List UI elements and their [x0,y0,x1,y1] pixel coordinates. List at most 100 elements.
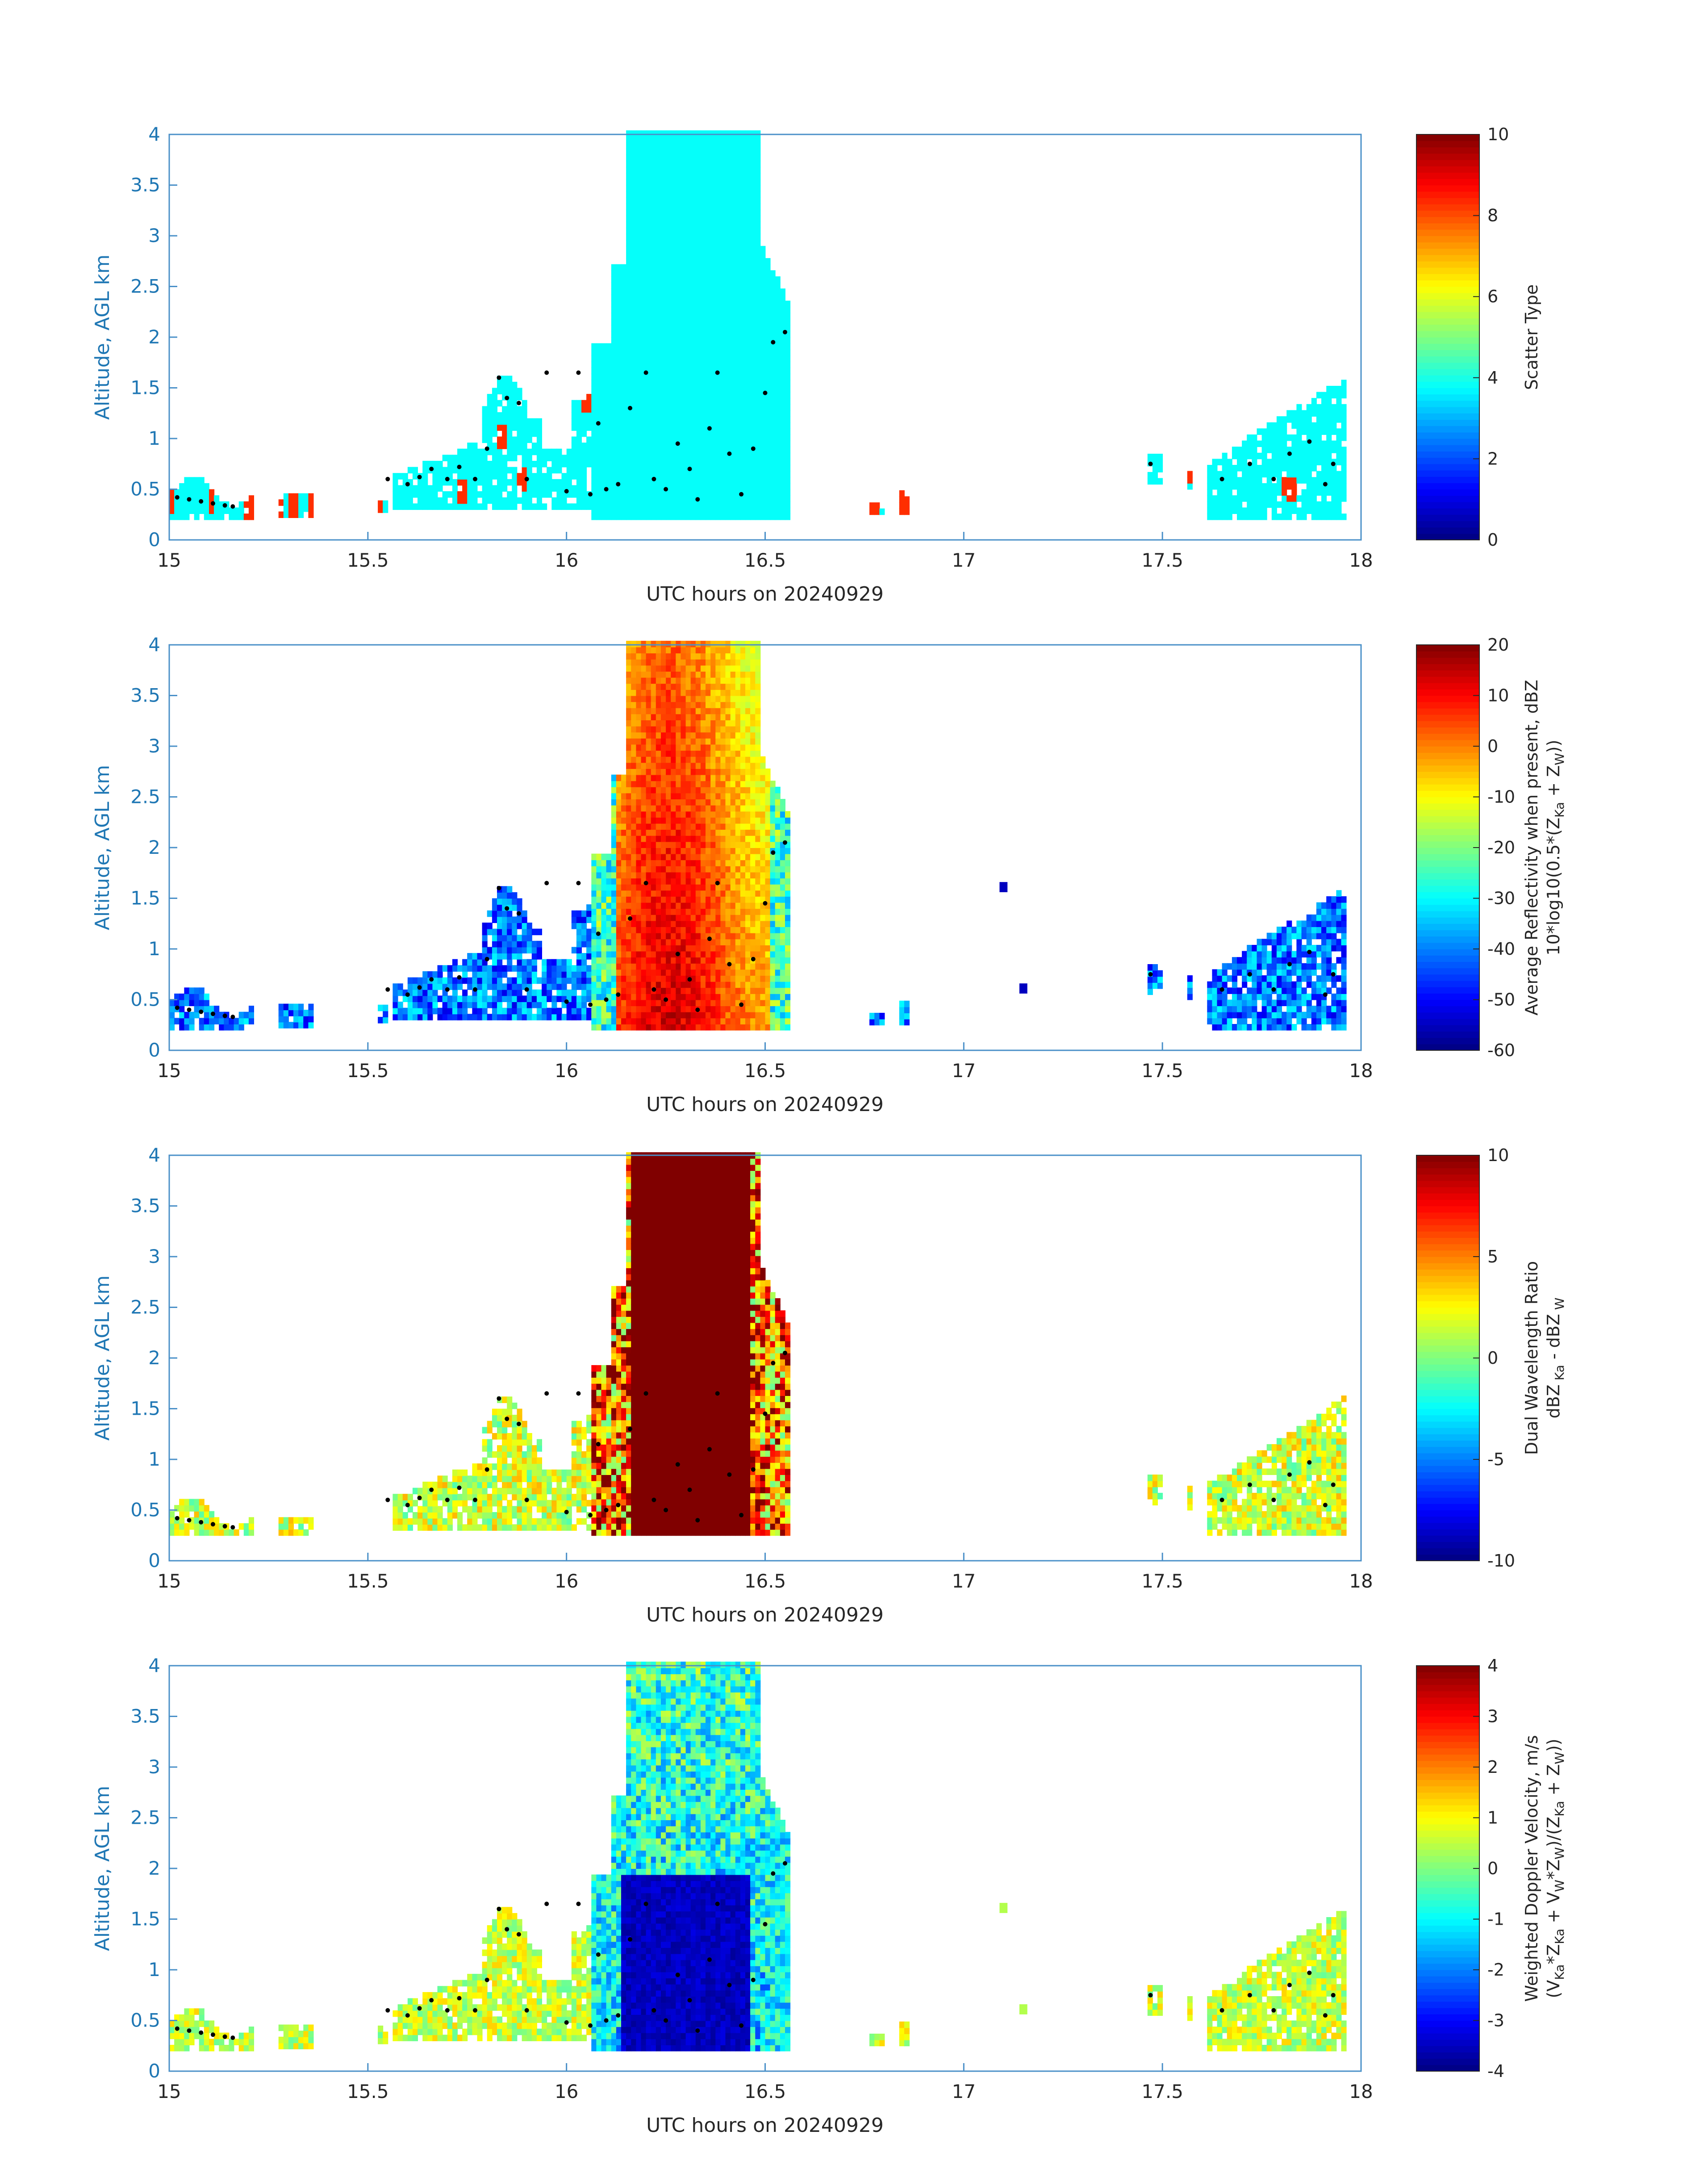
heatmap-cell [611,373,617,380]
heatmap-cell [298,1015,304,1023]
heatmap-cell [690,325,696,332]
heatmap-cell [671,720,677,727]
heatmap-cell [700,203,706,210]
heatmap-cell [651,155,656,161]
heatmap-cell [700,434,706,441]
heatmap-cell [710,191,716,198]
heatmap-cell [651,914,656,921]
heatmap-cell [596,951,602,958]
heatmap-cell [1271,440,1277,447]
heatmap-cell [681,306,686,313]
heatmap-cell [636,695,642,702]
heatmap-cell [681,148,686,155]
heatmap-cell [522,443,527,449]
heatmap-cell [626,665,632,672]
heatmap-cell [661,447,667,453]
heatmap-cell [700,343,706,350]
heatmap-cell [661,750,667,757]
heatmap-cell [646,756,651,763]
heatmap-cell [730,173,736,180]
heatmap-cell [636,750,642,757]
heatmap-cell [730,282,736,289]
heatmap-cell [730,185,736,192]
heatmap-cell [775,288,781,295]
heatmap-cell [780,465,785,472]
heatmap-cell [1266,422,1272,429]
heatmap-cell [1217,514,1223,520]
heatmap-cell [1336,459,1342,465]
heatmap-cell [656,908,661,915]
heatmap-cell [492,460,497,468]
heatmap-cell [676,392,681,399]
heatmap-cell [765,368,771,374]
heatmap-cell [616,288,622,295]
heatmap-cell [631,507,637,514]
heatmap-cell [765,276,771,283]
heatmap-cell [656,155,661,161]
heatmap-cell [740,471,746,478]
heatmap-cell [695,331,701,338]
heatmap-cell [661,653,667,660]
heatmap-cell [616,999,622,1007]
heatmap-cell [566,959,572,966]
heatmap-cell [730,301,736,307]
heatmap-cell [710,313,716,320]
heatmap-cell [412,473,418,480]
heatmap-cell [502,892,508,899]
heatmap-cell [681,999,686,1007]
heatmap-cell [676,702,681,708]
heatmap-cell [626,507,632,514]
heatmap-cell [1252,501,1257,508]
heatmap-cell [671,294,677,301]
heatmap-cell [616,884,622,891]
heatmap-cell [760,477,766,484]
heatmap-cell [681,872,686,879]
heatmap-cell [1282,483,1287,490]
heatmap-cell [1271,501,1277,508]
heatmap-cell [706,459,711,465]
heatmap-cell [740,501,746,508]
heatmap-cell [1336,392,1342,399]
cloud-base-dot [604,487,609,492]
heatmap-cell [760,294,766,301]
cloud-base-dot [210,501,215,506]
heatmap-cell [626,999,632,1007]
heatmap-cell [616,811,622,818]
heatmap-cell [775,319,781,326]
heatmap-cell [497,436,503,443]
heatmap-cell [720,282,726,289]
heatmap-cell [631,975,637,982]
heatmap-cell [636,355,642,362]
heatmap-cell [561,460,567,468]
heatmap-cell [526,424,532,431]
heatmap-cell [502,418,508,425]
heatmap-cell [760,343,766,350]
heatmap-cell [785,325,791,332]
heatmap-cell [1266,501,1272,508]
heatmap-cell [452,995,458,1002]
cloud-base-dot [564,489,569,493]
heatmap-cell [760,325,766,332]
heatmap-cell [750,301,756,307]
heatmap-cell [596,963,602,970]
heatmap-cell [651,507,656,514]
heatmap-cell [681,896,686,903]
heatmap-cell [636,872,642,879]
heatmap-cell [681,793,686,799]
heatmap-cell [626,264,632,271]
heatmap-cell [661,920,667,927]
heatmap-cell [745,306,751,313]
heatmap-cell [735,258,741,265]
heatmap-cell [715,386,721,393]
heatmap-cell [780,325,785,332]
heatmap-cell [512,388,518,395]
heatmap-cell [661,932,667,940]
heatmap-cell [676,665,681,672]
heatmap-cell [676,136,681,143]
heatmap-cell [601,981,607,988]
heatmap-cell [621,386,627,393]
heatmap-cell [651,762,656,769]
heatmap-cell [616,355,622,362]
heatmap-cell [775,368,781,374]
heatmap-cell [631,349,637,356]
